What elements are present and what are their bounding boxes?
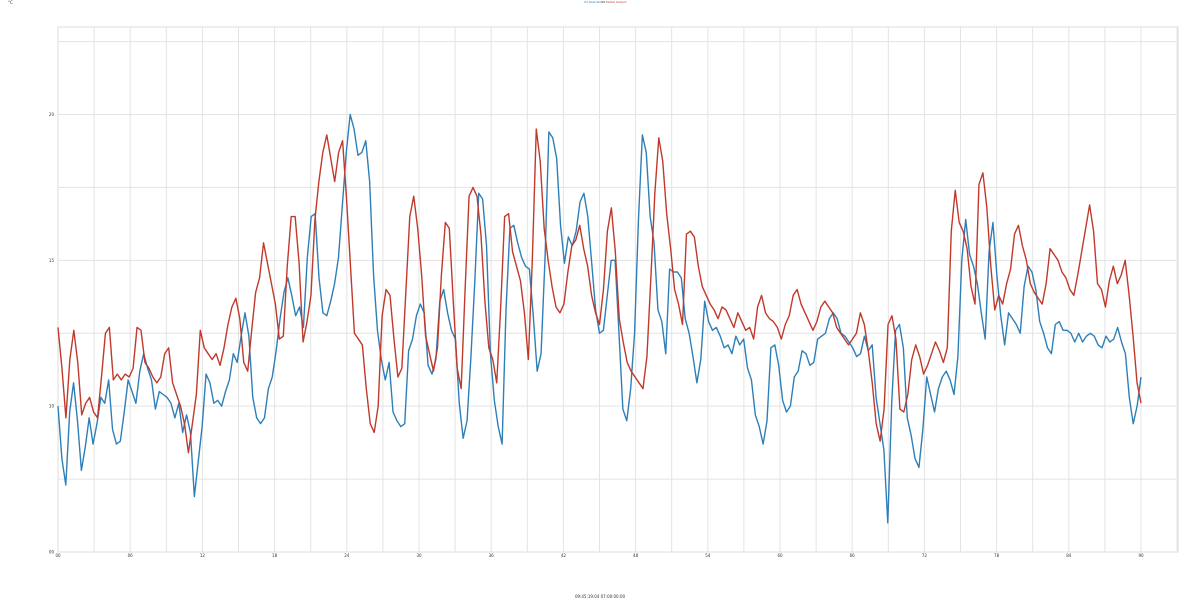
x-tick-label: 12 [200, 553, 206, 558]
x-tick-label: 48 [633, 553, 639, 558]
x-tick-label: 42 [561, 553, 567, 558]
x-tick-label: 30 [416, 553, 422, 558]
y-tick-label: 00 [49, 550, 55, 555]
x-tick-label: 66 [850, 553, 856, 558]
x-tick-label: 84 [1066, 553, 1072, 558]
x-tick-label: 72 [922, 553, 928, 558]
chart-legend: Real World Model Output [584, 0, 627, 4]
legend-label-series-1: Real World [589, 0, 605, 4]
plot-frame [57, 26, 1179, 553]
x-tick-label: 36 [489, 553, 495, 558]
x-axis-title: 09:45:19:04 07:00:00:00 [575, 594, 626, 599]
corner-label: °C [8, 0, 13, 5]
x-tick-label: 00 [55, 553, 61, 558]
x-tick-label: 60 [777, 553, 783, 558]
x-tick-label: 54 [705, 553, 711, 558]
chart-series [57, 113, 1142, 524]
chart-ticks: 00 06 12 18 24 30 36 42 48 54 60 66 72 78 84 90 00 10 15 20 [49, 112, 1144, 558]
series-line-1 [57, 113, 1142, 524]
y-tick-label: 15 [49, 258, 55, 263]
x-tick-label: 78 [994, 553, 1000, 558]
x-tick-label: 06 [128, 553, 134, 558]
legend-label-series-2: Model Output [606, 0, 627, 4]
x-tick-label: 18 [272, 553, 278, 558]
y-tick-label: 10 [49, 404, 55, 409]
y-tick-label: 20 [49, 112, 55, 117]
chart-grid [57, 26, 1179, 553]
x-tick-label: 24 [344, 553, 350, 558]
x-tick-label: 90 [1138, 553, 1144, 558]
series-line-2 [57, 128, 1142, 454]
